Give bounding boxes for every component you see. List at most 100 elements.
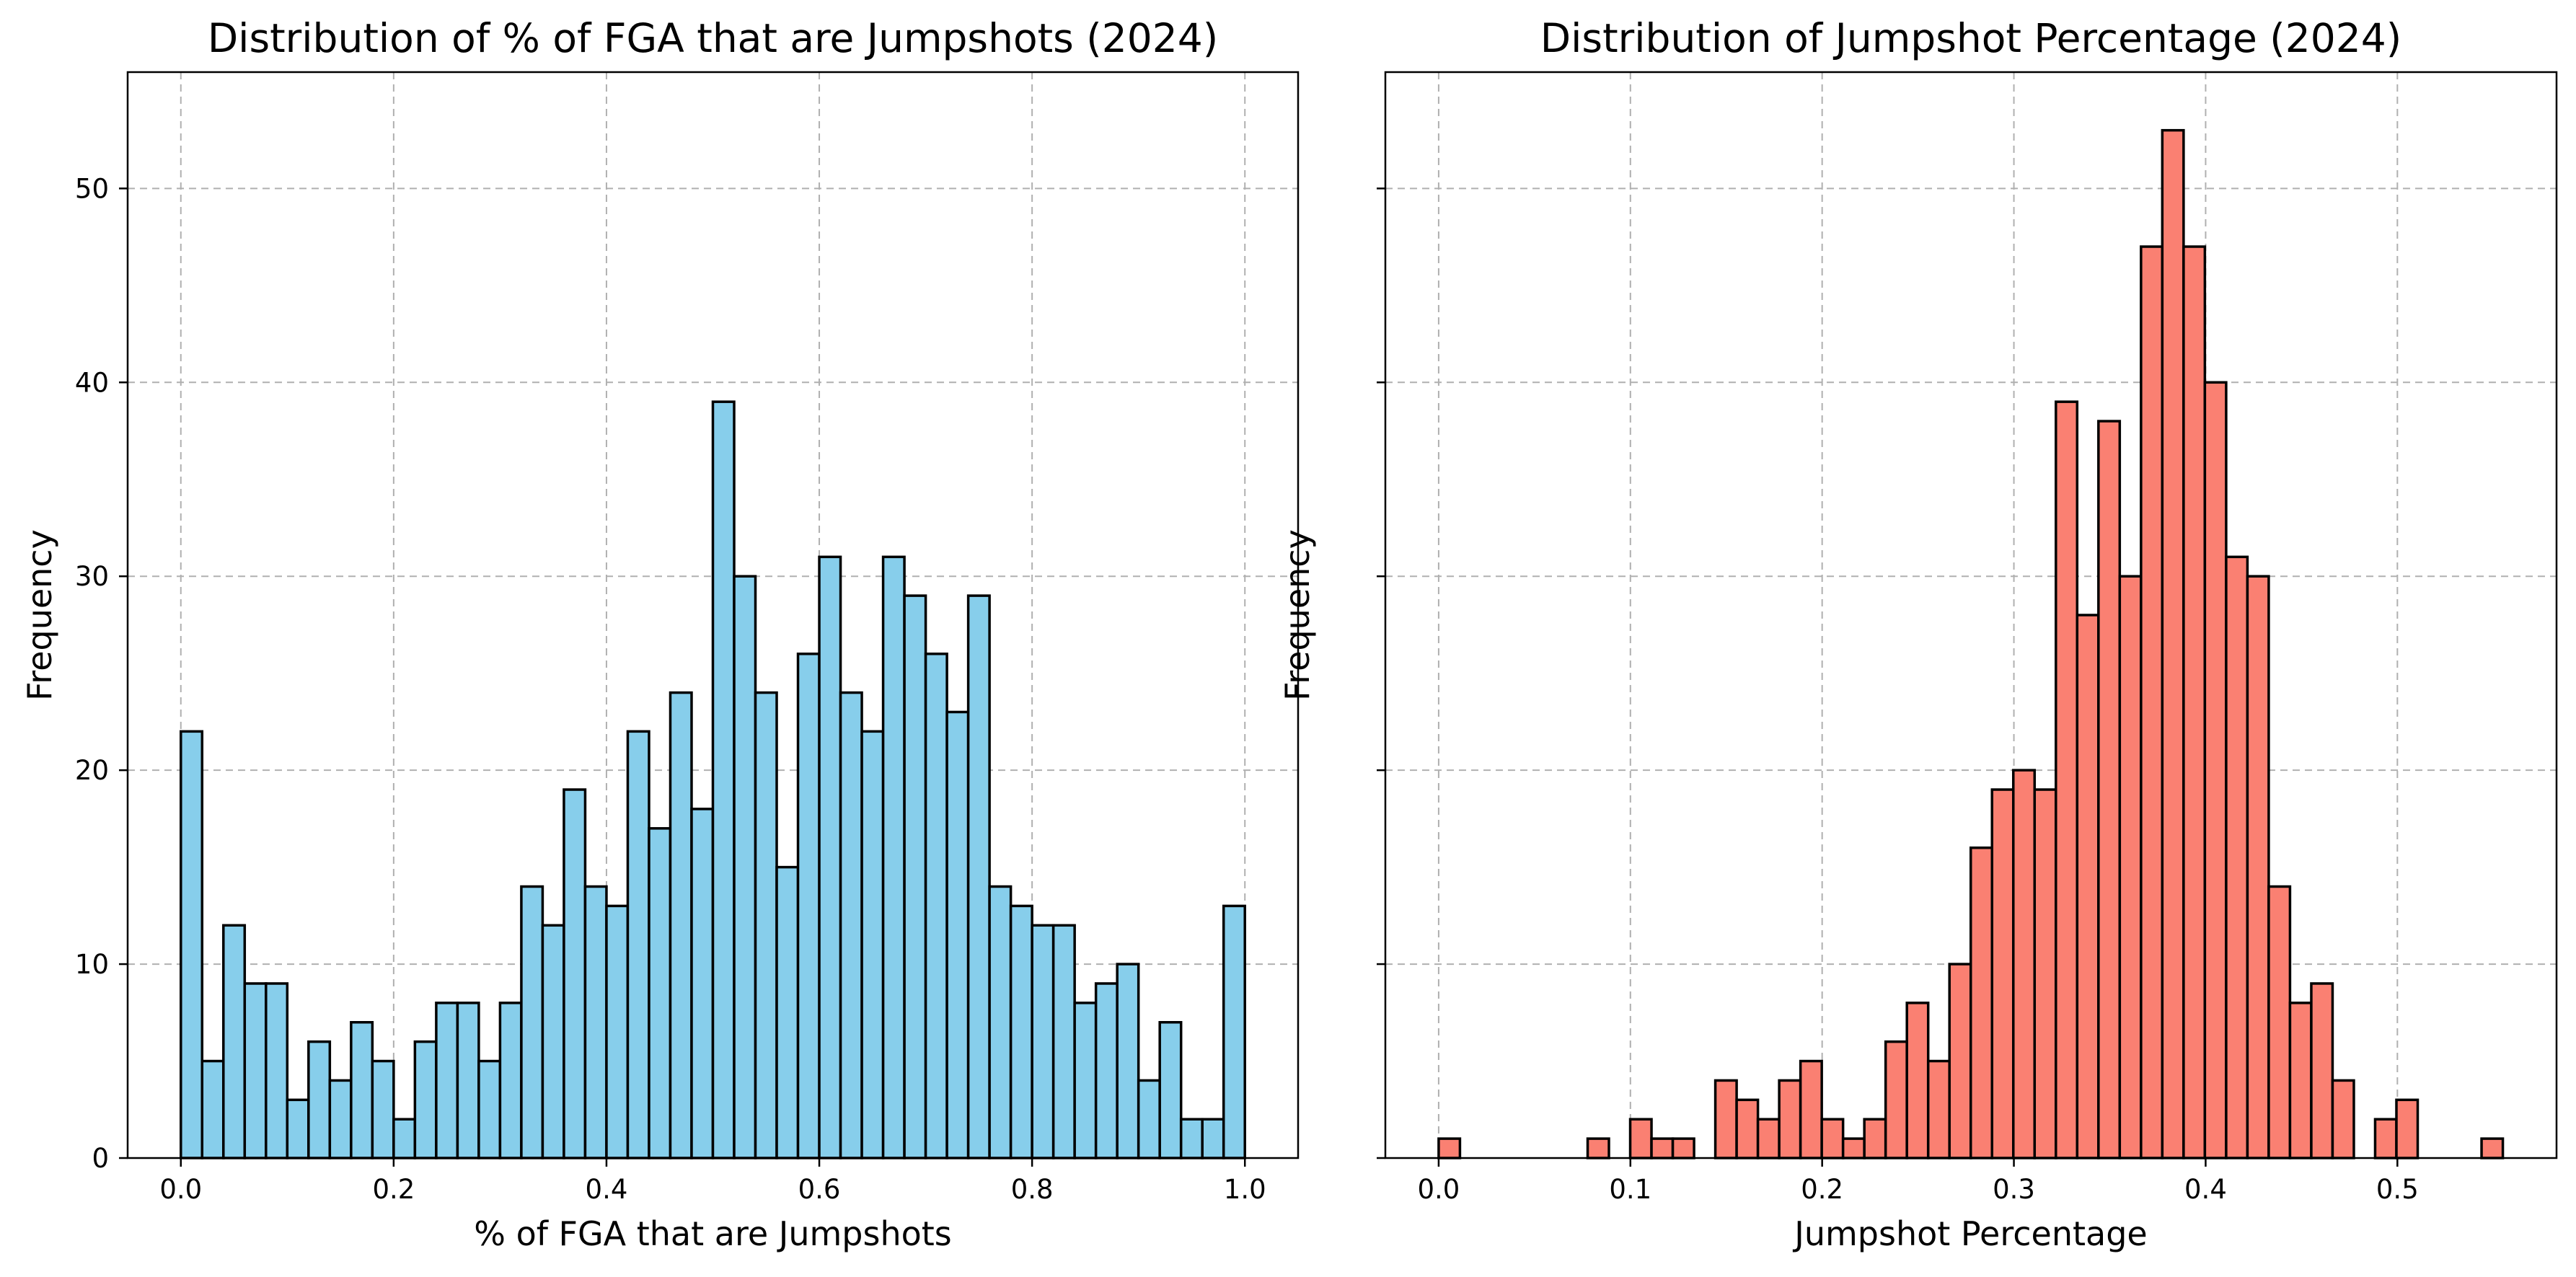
left-y-axis-label: Frequency — [20, 529, 59, 701]
left-histogram-bar — [477, 1059, 502, 1159]
left-histogram-bar — [903, 594, 927, 1159]
left-y-tick-label: 0 — [92, 1143, 109, 1174]
left-histogram-bar — [775, 865, 800, 1159]
left-histogram-bar — [222, 924, 247, 1159]
left-x-axis-label: % of FGA that are Jumpshots — [474, 1214, 952, 1253]
left-histogram-bar — [1222, 904, 1246, 1159]
left-histogram-bar — [541, 924, 565, 1159]
right-histogram-bar — [2097, 420, 2122, 1159]
right-histogram-panel: 0.0 0.1 0.2 0.3 0.4 0.5 Distribution of Jumps… — [1278, 15, 2558, 1253]
left-histogram-bar — [796, 653, 821, 1159]
right-histogram-bar — [2161, 128, 2185, 1159]
left-y-tick-label: 40 — [75, 367, 109, 398]
right-histogram-bar — [2373, 1118, 2398, 1159]
right-histogram-bar — [1713, 1079, 1738, 1159]
right-histogram-bar — [2480, 1137, 2505, 1159]
right-histogram-bar — [2246, 575, 2270, 1159]
left-histogram-bar — [924, 653, 948, 1159]
right-histogram-bar — [1948, 963, 1972, 1159]
left-histogram-bar — [881, 555, 906, 1159]
left-histogram-bar — [1116, 963, 1140, 1159]
left-x-tick-label: 0.4 — [586, 1174, 628, 1205]
left-histogram-panel: 0.0 0.2 0.4 0.6 0.8 1.0 0 10 20 30 40 50 Distribut… — [20, 15, 1300, 1253]
left-histogram-bar — [1158, 1021, 1183, 1159]
left-histogram-bar — [626, 730, 650, 1159]
right-plot-frame — [1384, 71, 2558, 1159]
left-x-tick-label: 0.0 — [159, 1174, 202, 1205]
left-histogram-bar — [498, 1002, 523, 1159]
left-histogram-bar — [435, 1002, 459, 1159]
left-histogram-bar — [1073, 1002, 1098, 1159]
right-x-tick-label: 0.1 — [1609, 1174, 1651, 1205]
right-histogram-bar — [1863, 1118, 1887, 1159]
left-histogram-bar — [754, 691, 778, 1159]
left-histogram-bar — [243, 982, 268, 1159]
right-histogram-bar — [2203, 381, 2228, 1159]
right-histogram-bar — [1756, 1118, 1781, 1159]
left-histogram-bar — [1201, 1118, 1225, 1159]
left-histogram-bar — [286, 1098, 310, 1159]
left-chart-title: Distribution of % of FGA that are Jumpsh… — [208, 15, 1218, 61]
left-histogram-bar — [265, 982, 289, 1159]
left-histogram-bar — [200, 1059, 225, 1159]
left-histogram-bar — [307, 1040, 332, 1159]
right-histogram-bar — [1905, 1002, 1930, 1159]
right-histogram-bar — [2267, 885, 2292, 1159]
right-histogram-bar — [2225, 555, 2249, 1159]
right-x-tick-label: 0.4 — [2184, 1174, 2227, 1205]
left-y-ticks: 0 10 20 30 40 50 — [75, 173, 128, 1174]
right-histogram-bar — [1650, 1137, 1675, 1159]
left-histogram-bar — [328, 1079, 353, 1159]
left-y-tick-label: 10 — [75, 949, 109, 980]
left-histogram-bar — [1031, 924, 1055, 1159]
right-histogram-bar — [1990, 788, 2015, 1159]
left-y-tick-label: 50 — [75, 173, 109, 204]
left-histogram-bar — [839, 691, 863, 1159]
right-histogram-bar — [1969, 846, 1993, 1159]
left-histogram-bar — [456, 1002, 480, 1159]
left-x-tick-label: 0.2 — [372, 1174, 415, 1205]
right-x-tick-label: 0.2 — [1801, 1174, 1843, 1205]
right-histogram-bar — [2076, 614, 2100, 1159]
left-histogram-bar — [371, 1059, 395, 1159]
left-histogram-bar — [180, 730, 204, 1159]
left-histogram-bar — [583, 885, 608, 1159]
right-histogram-bar — [1799, 1059, 1823, 1159]
right-histogram-bar — [2118, 575, 2143, 1159]
left-histogram-bar — [605, 904, 630, 1159]
right-x-tick-label: 0.0 — [1417, 1174, 1460, 1205]
left-histogram-bar — [1179, 1118, 1204, 1159]
right-histogram-bar — [2395, 1098, 2420, 1159]
right-histogram-bar — [1820, 1118, 1845, 1159]
right-histogram-bar — [2310, 982, 2334, 1159]
right-x-ticks: 0.0 0.1 0.2 0.3 0.4 0.5 — [1417, 1158, 2419, 1205]
left-histogram-bar — [711, 400, 736, 1159]
right-histogram-bar — [2033, 788, 2057, 1159]
left-histogram-bar — [988, 885, 1013, 1159]
right-histogram-bar — [1884, 1040, 1908, 1159]
left-plot-frame — [126, 71, 1300, 1159]
right-histogram-bar — [2182, 245, 2207, 1159]
right-histogram-bar — [2140, 245, 2164, 1159]
left-x-tick-label: 0.8 — [1011, 1174, 1054, 1205]
right-x-tick-label: 0.5 — [2376, 1174, 2419, 1205]
left-histogram-bar — [1009, 904, 1033, 1159]
right-histogram-bar — [1586, 1137, 1610, 1159]
right-y-ticks — [1377, 187, 1385, 1159]
right-histogram-bar — [1437, 1137, 1462, 1159]
left-histogram-bar — [818, 555, 842, 1159]
left-histogram-bar — [860, 730, 885, 1159]
right-histogram-bar — [1778, 1079, 1802, 1159]
right-y-axis-label: Frequency — [1278, 529, 1317, 701]
right-histogram-bar — [2055, 400, 2079, 1159]
right-x-tick-label: 0.3 — [1993, 1174, 2035, 1205]
left-histogram-bar — [690, 808, 715, 1159]
left-histogram-bar — [520, 885, 544, 1159]
right-histogram-bar — [1926, 1059, 1951, 1159]
left-x-tick-label: 1.0 — [1224, 1174, 1266, 1205]
right-histogram-bar — [2331, 1079, 2355, 1159]
right-histogram-bar — [2288, 1002, 2313, 1159]
right-histogram-bar — [2012, 769, 2037, 1159]
left-histogram-bar — [563, 788, 587, 1159]
